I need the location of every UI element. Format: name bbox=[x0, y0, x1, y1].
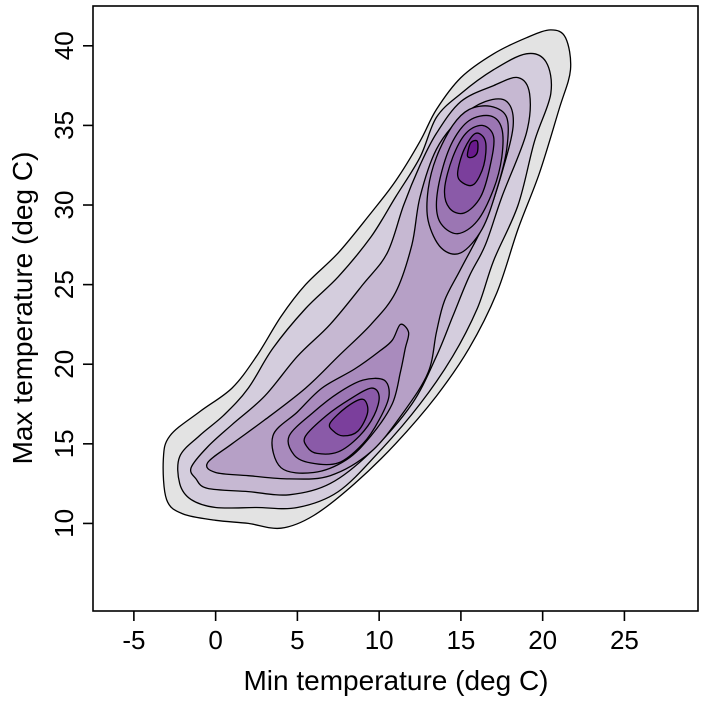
y-axis-title: Max temperature (deg C) bbox=[7, 152, 38, 465]
y-tick-label: 15 bbox=[49, 429, 79, 458]
x-tick-label: 5 bbox=[290, 625, 304, 655]
x-tick-label: 25 bbox=[610, 625, 639, 655]
y-tick-label: 30 bbox=[49, 191, 79, 220]
y-axis: 10 15 20 25 30 35 40 bbox=[49, 31, 93, 538]
x-tick-label: 15 bbox=[446, 625, 475, 655]
x-tick-label: 10 bbox=[365, 625, 394, 655]
y-tick-label: 20 bbox=[49, 350, 79, 379]
x-tick-label: 20 bbox=[528, 625, 557, 655]
y-tick-label: 25 bbox=[49, 270, 79, 299]
y-tick-label: 35 bbox=[49, 111, 79, 140]
contour-level-8-region-1 bbox=[328, 398, 369, 437]
x-axis: -5 0 5 10 15 20 25 bbox=[122, 611, 639, 655]
x-axis-title: Min temperature (deg C) bbox=[243, 665, 548, 696]
contour-layer bbox=[162, 29, 572, 530]
x-tick-label: 0 bbox=[208, 625, 222, 655]
plot-frame bbox=[92, 5, 699, 612]
contour-level-9-region-1 bbox=[466, 139, 479, 159]
contour-level-8-region-2 bbox=[456, 132, 487, 187]
y-tick-label: 10 bbox=[49, 509, 79, 538]
x-tick-label: -5 bbox=[122, 625, 145, 655]
y-tick-label: 40 bbox=[49, 31, 79, 60]
